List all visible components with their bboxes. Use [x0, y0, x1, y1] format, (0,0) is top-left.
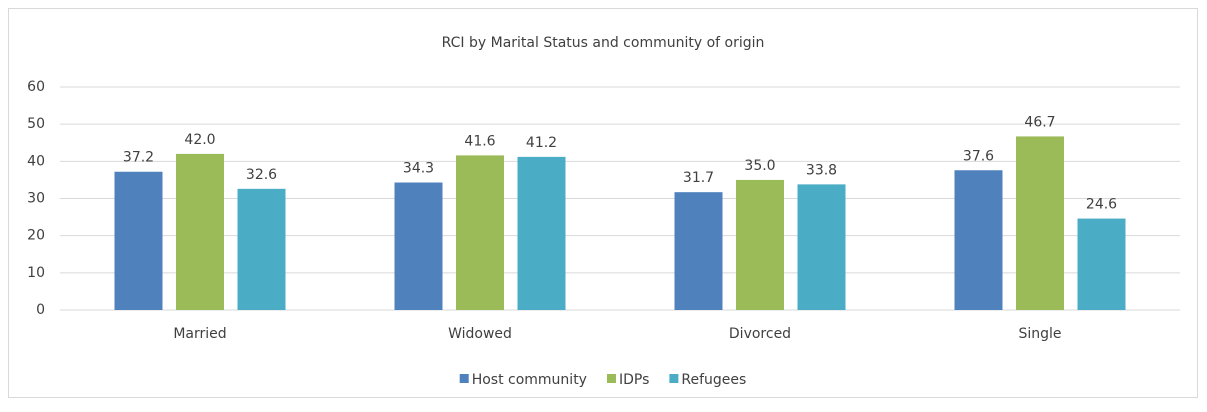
data-label: 33.8 — [806, 162, 837, 178]
bar — [394, 182, 443, 310]
bar — [517, 156, 566, 310]
data-label: 35.0 — [744, 158, 775, 174]
x-tick-label: Single — [1018, 326, 1061, 342]
data-label: 34.3 — [403, 161, 434, 177]
bar — [456, 155, 504, 310]
bar — [1016, 136, 1064, 310]
y-tick-label: 40 — [27, 153, 45, 169]
chart-title: RCI by Marital Status and community of o… — [442, 35, 765, 51]
legend-label: IDPs — [619, 372, 649, 388]
x-tick-label: Divorced — [729, 326, 791, 342]
x-tick-label: Widowed — [448, 326, 512, 342]
data-label: 41.2 — [526, 135, 557, 151]
bar — [176, 153, 224, 310]
y-tick-label: 20 — [27, 228, 45, 244]
y-tick-label: 30 — [27, 191, 45, 207]
legend-label: Host community — [472, 372, 587, 388]
bar — [954, 170, 1003, 310]
data-label: 46.7 — [1024, 114, 1055, 130]
data-label: 32.6 — [246, 167, 277, 183]
data-label: 41.6 — [464, 133, 495, 149]
data-label: 37.2 — [123, 150, 154, 166]
y-tick-label: 0 — [36, 302, 45, 318]
bar — [237, 188, 286, 310]
legend-swatch — [669, 374, 679, 383]
bar — [797, 184, 846, 310]
bar — [1077, 218, 1126, 310]
y-tick-label: 10 — [27, 265, 45, 281]
legend-swatch — [459, 374, 469, 383]
bar — [736, 179, 784, 310]
data-label: 37.6 — [963, 148, 994, 164]
data-label: 31.7 — [683, 170, 714, 186]
legend-swatch — [606, 374, 616, 383]
bar — [674, 192, 723, 310]
bar — [114, 171, 163, 310]
y-tick-label: 60 — [27, 79, 45, 95]
y-tick-label: 50 — [27, 116, 45, 132]
legend-label: Refugees — [681, 372, 746, 388]
data-label: 42.0 — [184, 132, 215, 148]
data-label: 24.6 — [1086, 197, 1117, 213]
x-tick-label: Married — [173, 326, 226, 342]
